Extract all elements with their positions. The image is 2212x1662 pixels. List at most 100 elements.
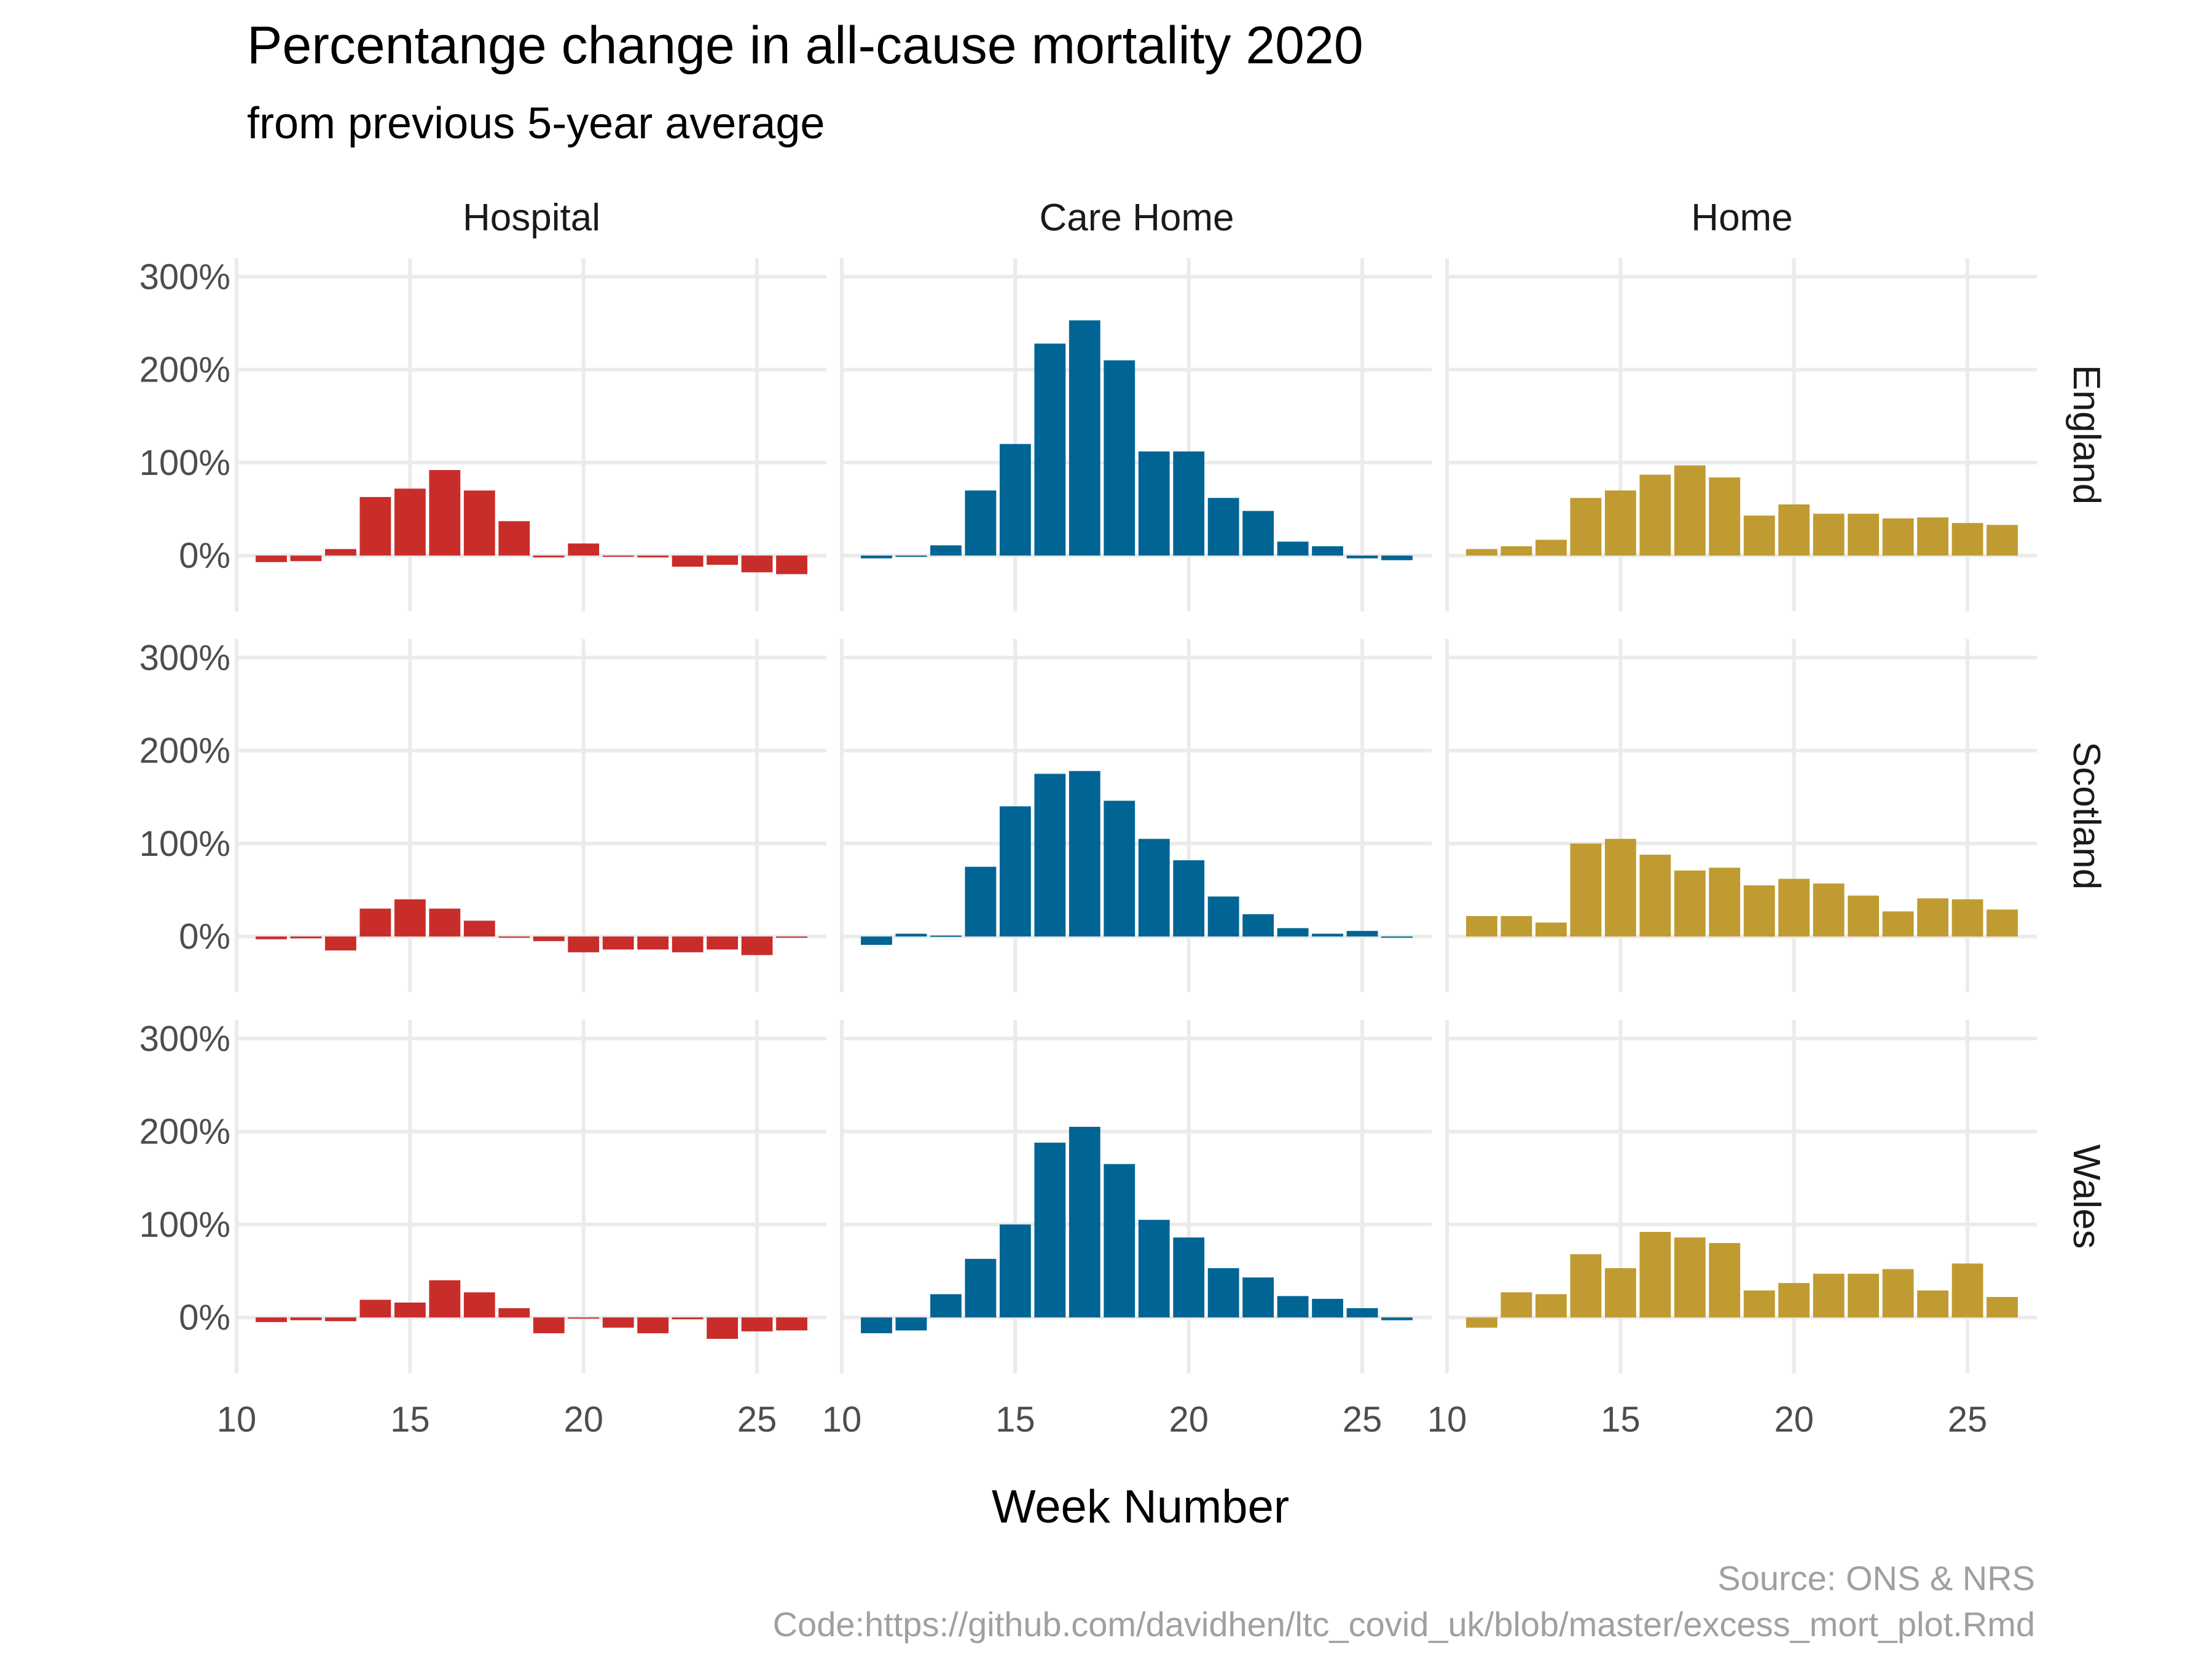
bar	[776, 1317, 807, 1331]
bar	[999, 1224, 1031, 1318]
bar	[1312, 933, 1343, 937]
bar	[1242, 914, 1274, 937]
bar	[568, 936, 600, 952]
bar	[1034, 1142, 1066, 1318]
bar	[965, 490, 997, 556]
y-tick-label: 300%	[139, 638, 230, 678]
bar	[602, 555, 634, 557]
bar	[1709, 868, 1741, 937]
bar	[1346, 931, 1378, 937]
bar	[325, 1317, 356, 1322]
bar	[1674, 870, 1706, 937]
bar	[1535, 922, 1567, 937]
bar	[359, 1299, 391, 1318]
y-tick-label: 100%	[139, 443, 230, 483]
bar	[359, 496, 391, 556]
bar	[999, 444, 1031, 556]
bar	[1709, 477, 1741, 556]
x-tick-label: 25	[1948, 1400, 1988, 1440]
panel-scotland-care-home	[840, 639, 1432, 992]
bar	[1277, 928, 1309, 937]
y-tick-label: 100%	[139, 824, 230, 864]
x-tick-label: 20	[563, 1400, 603, 1440]
bar	[394, 1303, 426, 1318]
bar	[1917, 1290, 1948, 1318]
bar	[965, 866, 997, 937]
caption-code: Code:https://github.com/davidhen/ltc_cov…	[773, 1605, 2035, 1644]
bar	[1277, 1296, 1309, 1318]
bar	[1312, 1298, 1343, 1318]
y-tick-label: 200%	[139, 1112, 230, 1152]
bar	[895, 1317, 927, 1331]
bar	[1381, 936, 1413, 938]
bar	[1570, 1254, 1602, 1318]
bar	[1813, 514, 1845, 556]
bar	[741, 936, 773, 955]
bar	[256, 1317, 287, 1322]
strip-label-england: England	[2065, 365, 2108, 505]
bar	[1743, 515, 1775, 556]
bar	[533, 936, 565, 941]
bar	[1535, 539, 1567, 556]
bar	[1848, 514, 1880, 556]
bar	[1138, 839, 1170, 937]
bar	[1917, 898, 1948, 937]
panel-wales-care-home: 10 15 20 25	[822, 1020, 1432, 1440]
bar	[1604, 839, 1636, 937]
bar	[1709, 1243, 1741, 1318]
bar	[1069, 770, 1100, 937]
bar	[498, 521, 530, 556]
bar	[1986, 525, 2018, 556]
bar	[1778, 504, 1810, 556]
strip-label-wales: Wales	[2065, 1145, 2108, 1249]
bar	[1882, 911, 1914, 937]
strip-label-care-home: Care Home	[1040, 197, 1234, 239]
panel-wales-hospital: 0% 100% 200% 300% 10 15 20 25	[139, 1019, 826, 1440]
bar	[1069, 320, 1100, 556]
bar	[1813, 883, 1845, 937]
bar	[1069, 1127, 1100, 1318]
bar	[1500, 915, 1532, 937]
y-tick-label: 0%	[179, 1298, 230, 1338]
bar	[256, 555, 287, 562]
x-tick-label: 10	[217, 1400, 257, 1440]
bar	[498, 1308, 530, 1318]
strip-label-home: Home	[1691, 197, 1792, 239]
bar	[1466, 549, 1497, 556]
bar	[861, 1317, 892, 1333]
x-tick-label: 15	[995, 1400, 1035, 1440]
bar	[1500, 546, 1532, 556]
bar	[1381, 555, 1413, 560]
bar	[1813, 1274, 1845, 1318]
x-axis-title: Week Number	[992, 1481, 1289, 1533]
bar	[741, 1317, 773, 1331]
bar	[256, 936, 287, 939]
bar	[1138, 1220, 1170, 1318]
bar	[930, 935, 962, 937]
y-tick-label: 0%	[179, 917, 230, 957]
bar	[1466, 1317, 1497, 1328]
x-tick-label: 25	[737, 1400, 777, 1440]
bar	[1207, 896, 1239, 937]
bar	[463, 490, 495, 556]
bar	[1951, 523, 1983, 556]
x-tick-label: 10	[822, 1400, 862, 1440]
bar	[1277, 541, 1309, 556]
strip-label-scotland: Scotland	[2065, 742, 2108, 890]
y-tick-label: 200%	[139, 731, 230, 771]
x-tick-label: 10	[1427, 1400, 1467, 1440]
bar	[1639, 474, 1671, 556]
bar	[602, 936, 634, 950]
panel-england-care-home	[840, 258, 1432, 611]
panel-scotland-hospital: 0% 100% 200% 300%	[139, 638, 826, 992]
bar	[1951, 1263, 1983, 1318]
bar	[637, 555, 669, 558]
bar	[707, 936, 738, 950]
x-tick-label: 20	[1774, 1400, 1814, 1440]
strip-label-hospital: Hospital	[463, 197, 600, 239]
bar	[1674, 465, 1706, 556]
bar	[463, 920, 495, 937]
bar	[359, 908, 391, 937]
